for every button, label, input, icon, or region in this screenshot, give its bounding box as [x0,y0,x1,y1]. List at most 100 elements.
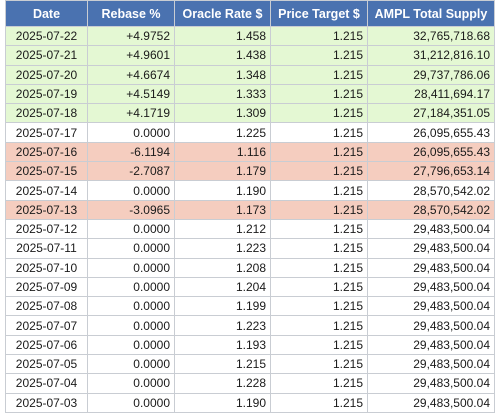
cell-date: 2025-07-20 [5,64,88,85]
cell-rebase-percent: +4.5149 [87,83,175,105]
cell-rebase-percent: 0.0000 [87,218,175,240]
cell-oracle-rate: 1.228 [174,373,271,394]
cell-date: 2025-07-10 [5,257,88,278]
column-header-ampl-total-supply[interactable]: AMPL Total Supply [367,0,495,27]
table-row: 2025-07-16 -6.1194 1.116 1.215 26,095,655.43 [5,141,495,163]
table-row: 2025-07-20 +4.6674 1.348 1.215 29,737,786.06 [5,64,495,85]
cell-rebase-percent: 0.0000 [87,392,175,413]
cell-price-target: 1.215 [270,392,368,413]
table-row: 2025-07-18 +4.1719 1.309 1.215 27,184,351.05 [5,103,495,124]
cell-price-target: 1.215 [270,83,368,105]
cell-oracle-rate: 1.173 [174,199,271,220]
rebase-history-table: Date Rebase % Oracle Rate $ Price Target… [5,0,495,413]
cell-rebase-percent: 0.0000 [87,296,175,317]
column-header-date[interactable]: Date [5,0,88,27]
cell-date: 2025-07-17 [5,122,88,143]
cell-date: 2025-07-09 [5,276,88,298]
cell-ampl-total-supply: 28,570,542.02 [367,199,495,220]
cell-price-target: 1.215 [270,25,368,47]
table-row: 2025-07-21 +4.9601 1.438 1.215 31,212,816.10 [5,45,495,66]
cell-price-target: 1.215 [270,218,368,240]
cell-ampl-total-supply: 29,483,500.04 [367,354,495,375]
cell-price-target: 1.215 [270,103,368,124]
cell-rebase-percent: 0.0000 [87,315,175,336]
header-row: Date Rebase % Oracle Rate $ Price Target… [5,0,495,27]
cell-rebase-percent: 0.0000 [87,373,175,394]
cell-price-target: 1.215 [270,276,368,298]
table-row: 2025-07-05 0.0000 1.215 1.215 29,483,500.04 [5,354,495,375]
cell-oracle-rate: 1.190 [174,392,271,413]
cell-rebase-percent: 0.0000 [87,276,175,298]
cell-ampl-total-supply: 29,483,500.04 [367,218,495,240]
cell-price-target: 1.215 [270,315,368,336]
table-row: 2025-07-13 -3.0965 1.173 1.215 28,570,542.02 [5,199,495,220]
cell-price-target: 1.215 [270,161,368,182]
cell-oracle-rate: 1.199 [174,296,271,317]
cell-oracle-rate: 1.190 [174,180,271,201]
cell-oracle-rate: 1.215 [174,354,271,375]
cell-rebase-percent: +4.1719 [87,103,175,124]
table-row: 2025-07-12 0.0000 1.212 1.215 29,483,500.04 [5,218,495,240]
cell-price-target: 1.215 [270,199,368,220]
cell-date: 2025-07-06 [5,334,88,356]
cell-price-target: 1.215 [270,257,368,278]
cell-oracle-rate: 1.179 [174,161,271,182]
cell-ampl-total-supply: 27,184,351.05 [367,103,495,124]
cell-oracle-rate: 1.333 [174,83,271,105]
cell-ampl-total-supply: 29,483,500.04 [367,392,495,413]
cell-rebase-percent: 0.0000 [87,334,175,356]
cell-rebase-percent: 0.0000 [87,238,175,259]
cell-oracle-rate: 1.204 [174,276,271,298]
cell-date: 2025-07-22 [5,25,88,47]
cell-price-target: 1.215 [270,45,368,66]
cell-oracle-rate: 1.225 [174,122,271,143]
cell-oracle-rate: 1.438 [174,45,271,66]
cell-price-target: 1.215 [270,296,368,317]
cell-date: 2025-07-08 [5,296,88,317]
column-header-oracle-rate[interactable]: Oracle Rate $ [174,0,271,27]
column-header-rebase-percent[interactable]: Rebase % [87,0,175,27]
cell-date: 2025-07-11 [5,238,88,259]
cell-ampl-total-supply: 31,212,816.10 [367,45,495,66]
cell-oracle-rate: 1.212 [174,218,271,240]
cell-price-target: 1.215 [270,122,368,143]
cell-rebase-percent: -6.1194 [87,141,175,163]
cell-date: 2025-07-04 [5,373,88,394]
table-row: 2025-07-08 0.0000 1.199 1.215 29,483,500.04 [5,296,495,317]
table-row: 2025-07-03 0.0000 1.190 1.215 29,483,500.04 [5,392,495,413]
cell-price-target: 1.215 [270,238,368,259]
cell-ampl-total-supply: 26,095,655.43 [367,141,495,163]
cell-ampl-total-supply: 27,796,653.14 [367,161,495,182]
cell-date: 2025-07-05 [5,354,88,375]
cell-rebase-percent: 0.0000 [87,257,175,278]
table-row: 2025-07-15 -2.7087 1.179 1.215 27,796,653.14 [5,161,495,182]
cell-date: 2025-07-03 [5,392,88,413]
cell-ampl-total-supply: 29,483,500.04 [367,315,495,336]
cell-oracle-rate: 1.458 [174,25,271,47]
cell-date: 2025-07-13 [5,199,88,220]
table-row: 2025-07-06 0.0000 1.193 1.215 29,483,500.04 [5,334,495,356]
cell-oracle-rate: 1.348 [174,64,271,85]
cell-oracle-rate: 1.116 [174,141,271,163]
cell-ampl-total-supply: 29,483,500.04 [367,373,495,394]
cell-rebase-percent: -2.7087 [87,161,175,182]
cell-oracle-rate: 1.223 [174,238,271,259]
cell-ampl-total-supply: 28,570,542.02 [367,180,495,201]
table-body: 2025-07-22 +4.9752 1.458 1.215 32,765,718.68… [5,25,495,413]
table-row: 2025-07-04 0.0000 1.228 1.215 29,483,500.04 [5,373,495,394]
cell-date: 2025-07-16 [5,141,88,163]
cell-date: 2025-07-14 [5,180,88,201]
cell-rebase-percent: +4.9601 [87,45,175,66]
cell-date: 2025-07-12 [5,218,88,240]
column-header-price-target[interactable]: Price Target $ [270,0,368,27]
table-row: 2025-07-22 +4.9752 1.458 1.215 32,765,718.68 [5,25,495,47]
cell-oracle-rate: 1.193 [174,334,271,356]
cell-ampl-total-supply: 32,765,718.68 [367,25,495,47]
cell-ampl-total-supply: 28,411,694.17 [367,83,495,105]
table-row: 2025-07-09 0.0000 1.204 1.215 29,483,500.04 [5,276,495,298]
cell-price-target: 1.215 [270,180,368,201]
cell-date: 2025-07-15 [5,161,88,182]
cell-rebase-percent: -3.0965 [87,199,175,220]
cell-price-target: 1.215 [270,141,368,163]
cell-date: 2025-07-21 [5,45,88,66]
